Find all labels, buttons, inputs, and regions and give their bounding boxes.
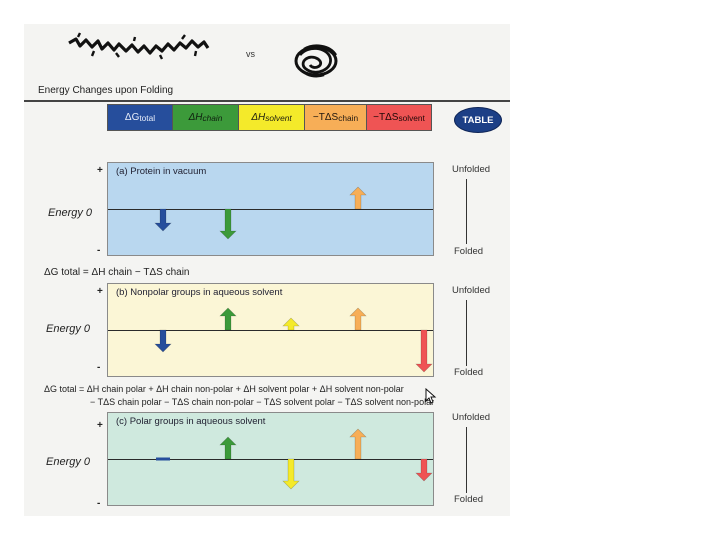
table-button[interactable]: TABLE — [455, 108, 501, 132]
equation-vacuum: ΔG total = ΔH chain − TΔS chain — [44, 267, 190, 278]
plus-sign: + — [97, 165, 103, 176]
legend-dg-total: ΔG total — [108, 105, 173, 130]
arrow-hchain — [219, 307, 237, 331]
folded-protein-illustration — [294, 44, 338, 78]
divider — [24, 100, 510, 102]
folded-label: Folded — [454, 367, 484, 378]
unfolded-label: Unfolded — [452, 285, 491, 296]
slide: vs Energy Changes upon Folding ΔG total Δ… — [24, 24, 510, 516]
legend-label: −TΔS — [312, 112, 339, 123]
equation-aqueous-line2: − TΔS chain polar − TΔS chain non-polar … — [90, 397, 435, 407]
unfolded-folded-axis — [466, 427, 467, 493]
energy-zero-label: Energy 0 — [46, 456, 91, 468]
mouse-cursor-icon — [425, 387, 437, 407]
arrow-hsolvent — [282, 458, 300, 490]
page-title: Energy Changes upon Folding — [38, 85, 174, 96]
unfolded-folded-axis — [466, 179, 467, 244]
legend-dh-solvent: ΔH solvent — [239, 105, 305, 130]
arrows-a — [154, 186, 367, 240]
legend-label: ΔH — [188, 112, 203, 123]
legend-sub: solvent — [265, 112, 292, 123]
panel-polar-groups: (c) Polar groups in aqueous solvent — [107, 412, 434, 506]
panel-protein-in-vacuum: (a) Protein in vacuum — [107, 162, 434, 256]
arrow-tschain — [349, 428, 367, 460]
unfolded-label: Unfolded — [452, 412, 491, 423]
plus-sign: + — [97, 286, 103, 297]
arrow-tssolvent — [415, 329, 433, 373]
arrows-c — [156, 428, 433, 490]
arrow-gtotal — [154, 208, 172, 232]
arrow-hchain — [219, 208, 237, 240]
color-legend: ΔG total ΔH chain ΔH solvent −TΔS chain −TΔS… — [107, 104, 432, 131]
vs-label: vs — [246, 49, 255, 59]
energy-zero-line — [108, 459, 433, 460]
minus-sign: - — [97, 498, 101, 509]
energy-zero-label: Energy 0 — [48, 207, 93, 219]
unfolded-label: Unfolded — [452, 164, 491, 175]
legend-dh-chain: ΔH chain — [173, 105, 239, 130]
arrow-hchain — [219, 436, 237, 460]
arrows-b — [154, 307, 433, 373]
panel-header: (c) Polar groups in aqueous solvent — [116, 416, 266, 427]
legend-sub: total — [139, 112, 156, 123]
legend-label: ΔG — [124, 112, 140, 123]
arrow-gtotal — [154, 329, 172, 353]
arrow-hsolvent — [282, 317, 300, 331]
legend-tds-chain: −TΔS chain — [305, 105, 367, 130]
equation-aqueous-line1: ΔG total = ΔH chain polar + ΔH chain non… — [44, 384, 404, 394]
folded-label: Folded — [454, 246, 484, 257]
panel-header: (a) Protein in vacuum — [116, 166, 207, 177]
legend-tds-solvent: −TΔS solvent — [367, 105, 431, 130]
legend-label: −TΔS — [373, 112, 399, 123]
folded-label: Folded — [454, 494, 484, 505]
minus-sign: - — [97, 362, 101, 373]
arrow-gtotal — [156, 457, 170, 461]
legend-label: ΔH — [251, 112, 266, 123]
panel-nonpolar-groups: (b) Nonpolar groups in aqueous solvent — [107, 283, 434, 377]
unfolded-chain-illustration — [68, 32, 210, 60]
legend-sub: chain — [202, 112, 223, 123]
unfolded-folded-axis — [466, 300, 467, 366]
plus-sign: + — [97, 420, 103, 431]
energy-zero-label: Energy 0 — [46, 323, 91, 335]
energy-zero-line — [108, 330, 433, 331]
arrow-tschain — [349, 186, 367, 210]
minus-sign: - — [97, 245, 101, 256]
energy-zero-line — [108, 209, 433, 210]
arrow-tschain — [349, 307, 367, 331]
panel-header: (b) Nonpolar groups in aqueous solvent — [116, 287, 283, 298]
legend-sub: chain — [338, 112, 359, 123]
legend-sub: solvent — [398, 112, 425, 123]
arrow-tssolvent — [415, 458, 433, 482]
